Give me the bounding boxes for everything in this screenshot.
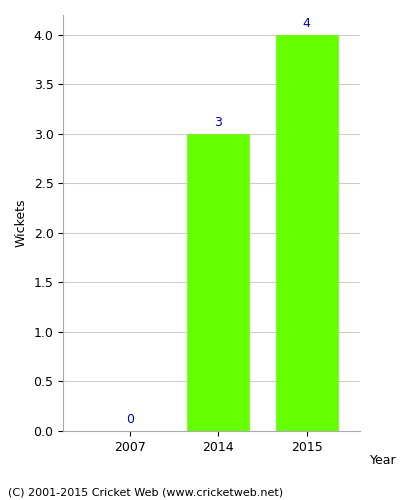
Y-axis label: Wickets: Wickets	[15, 198, 28, 247]
Text: 3: 3	[214, 116, 222, 129]
Text: 4: 4	[303, 17, 310, 30]
Text: (C) 2001-2015 Cricket Web (www.cricketweb.net): (C) 2001-2015 Cricket Web (www.cricketwe…	[8, 488, 283, 498]
X-axis label: Year: Year	[370, 454, 397, 466]
Text: 0: 0	[126, 413, 134, 426]
Bar	[276, 35, 338, 431]
Bar	[187, 134, 249, 431]
